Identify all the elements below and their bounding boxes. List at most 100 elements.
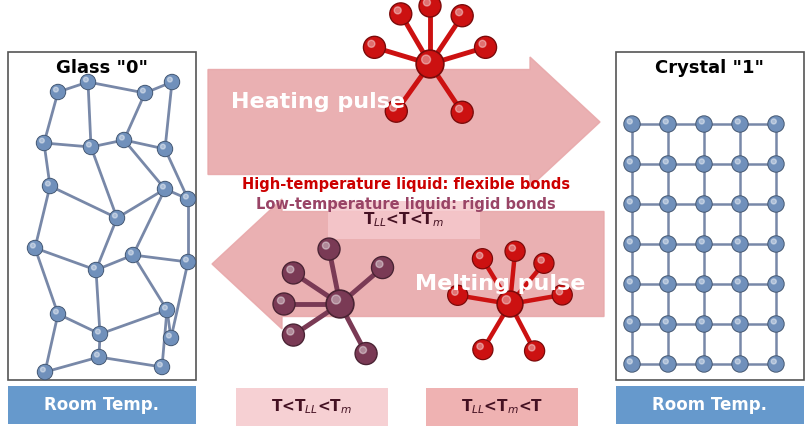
Circle shape [770, 159, 775, 164]
Circle shape [157, 181, 172, 197]
Circle shape [768, 317, 782, 331]
Circle shape [551, 285, 572, 305]
Circle shape [698, 359, 703, 364]
Circle shape [283, 325, 303, 345]
Circle shape [698, 199, 703, 204]
Circle shape [659, 156, 676, 172]
Circle shape [698, 319, 703, 324]
Circle shape [286, 328, 294, 335]
Circle shape [767, 156, 783, 172]
Circle shape [157, 362, 162, 367]
FancyBboxPatch shape [328, 201, 479, 239]
Circle shape [732, 237, 746, 251]
Circle shape [87, 142, 91, 147]
Circle shape [660, 197, 674, 211]
Circle shape [768, 277, 782, 291]
Circle shape [476, 252, 483, 259]
Circle shape [768, 197, 782, 211]
Circle shape [472, 249, 491, 269]
Circle shape [768, 157, 782, 171]
Circle shape [286, 266, 294, 273]
Circle shape [623, 276, 639, 292]
Circle shape [732, 117, 746, 131]
Circle shape [663, 119, 667, 124]
Circle shape [157, 142, 172, 156]
Circle shape [767, 236, 783, 252]
Circle shape [81, 76, 95, 89]
Circle shape [418, 0, 440, 17]
Circle shape [476, 343, 483, 349]
Circle shape [767, 196, 783, 212]
Circle shape [768, 237, 782, 251]
Circle shape [732, 157, 746, 171]
Circle shape [624, 317, 638, 331]
Circle shape [732, 197, 746, 211]
Circle shape [447, 285, 467, 305]
Circle shape [84, 140, 98, 155]
Circle shape [319, 239, 338, 259]
Circle shape [663, 359, 667, 364]
Circle shape [181, 192, 195, 206]
Text: Crystal "1": Crystal "1" [654, 59, 764, 77]
Circle shape [363, 36, 385, 58]
Circle shape [282, 324, 304, 346]
Circle shape [51, 86, 65, 98]
Circle shape [660, 357, 674, 371]
Circle shape [770, 239, 775, 244]
Circle shape [364, 38, 384, 57]
Text: Melting pulse: Melting pulse [414, 274, 585, 294]
Circle shape [624, 237, 638, 251]
Circle shape [92, 349, 106, 365]
Circle shape [451, 5, 473, 27]
Circle shape [54, 309, 58, 314]
Circle shape [391, 4, 410, 24]
Text: Room Temp.: Room Temp. [45, 396, 159, 414]
Circle shape [770, 199, 775, 204]
Circle shape [328, 292, 352, 316]
Circle shape [420, 0, 439, 16]
Text: High-temperature liquid: flexible bonds: High-temperature liquid: flexible bonds [242, 177, 569, 191]
Circle shape [94, 352, 99, 357]
Circle shape [163, 330, 178, 346]
Circle shape [417, 52, 442, 76]
Circle shape [84, 77, 88, 82]
Circle shape [474, 36, 496, 58]
Circle shape [624, 277, 638, 291]
Circle shape [698, 119, 703, 124]
Circle shape [623, 156, 639, 172]
Circle shape [505, 242, 523, 260]
Circle shape [698, 279, 703, 284]
Circle shape [663, 239, 667, 244]
Circle shape [624, 357, 638, 371]
Circle shape [40, 138, 45, 143]
Circle shape [118, 133, 131, 146]
Circle shape [159, 302, 174, 318]
Circle shape [659, 276, 676, 292]
Circle shape [137, 86, 152, 101]
Circle shape [472, 340, 492, 359]
Circle shape [696, 117, 710, 131]
Circle shape [31, 243, 35, 248]
Circle shape [448, 286, 466, 304]
Circle shape [767, 276, 783, 292]
Circle shape [696, 197, 710, 211]
Circle shape [126, 248, 140, 263]
Circle shape [524, 341, 544, 361]
FancyBboxPatch shape [426, 388, 577, 426]
Circle shape [331, 295, 340, 304]
Circle shape [372, 258, 392, 277]
Circle shape [696, 357, 710, 371]
Circle shape [282, 262, 304, 284]
Circle shape [423, 0, 430, 6]
FancyArrow shape [208, 57, 599, 187]
Circle shape [731, 316, 747, 332]
Circle shape [624, 197, 638, 211]
Circle shape [473, 250, 491, 267]
Circle shape [731, 356, 747, 372]
Circle shape [384, 100, 407, 122]
Circle shape [386, 102, 406, 121]
Circle shape [534, 254, 552, 272]
Circle shape [38, 365, 52, 378]
Circle shape [113, 213, 117, 218]
Circle shape [695, 156, 711, 172]
